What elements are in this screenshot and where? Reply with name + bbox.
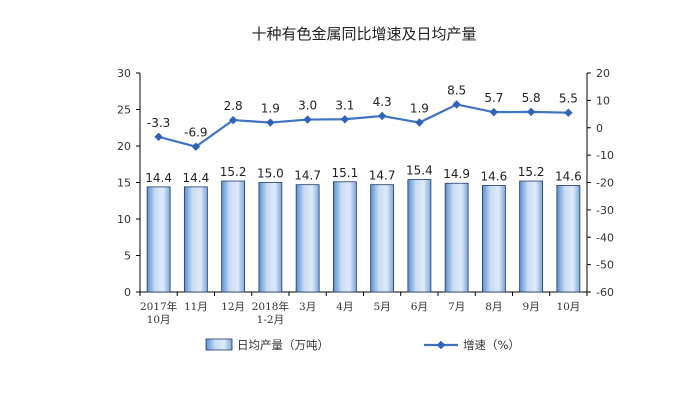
y-left-tick-label: 20 [117,140,131,153]
axes: 0 5 10 15 20 25 30 -60 -50 -40 -30 -20 -10 0 10 20 2017年… [117,67,614,326]
bar-value-label: 15.1 [332,166,359,180]
legend: 日均产量（万吨） 增速（%） [205,338,520,352]
line-value-label: 3.0 [298,99,317,113]
growth-line [158,103,569,148]
chart-title: 十种有色金属同比增速及日均产量 [251,25,476,43]
line-value-label: 3.1 [335,98,354,112]
bar [146,186,171,293]
y-left-tick-label: 15 [117,177,131,190]
bar-series [146,179,581,293]
bar [221,180,246,293]
x-tick-label: 7月 [448,301,465,313]
bar-value-label: 14.9 [443,167,470,181]
line-point-marker [377,111,387,121]
x-tick-label: 10月 [556,301,580,313]
line-value-label: -3.3 [147,116,170,130]
bar [444,182,469,293]
x-tick-label: 3月 [299,301,316,313]
legend-bar-label: 日均产量（万吨） [237,338,329,352]
line-series [154,100,573,151]
bar [332,181,357,293]
line-point-marker [415,118,424,127]
y-right-tick-label: 10 [596,94,610,107]
bar-value-label: 14.7 [294,169,321,183]
x-tick-label: 4月 [336,301,353,313]
bar [481,185,506,293]
line-value-label: 5.5 [559,92,578,106]
bar [556,185,581,293]
bar-value-label: 15.2 [518,165,545,179]
bar [258,182,283,293]
line-value-label: 1.9 [410,102,429,116]
line-point-marker [564,108,573,117]
x-tick-label: 8月 [485,301,502,313]
x-tick-label: 6月 [411,301,428,313]
x-tick-label: 12月 [221,301,245,313]
bar [370,184,395,293]
legend-bar-swatch [205,338,233,351]
y-right-tick-label: -30 [596,204,614,217]
line-point-marker [340,115,350,124]
line-value-label: 8.5 [447,83,466,97]
y-right-tick-label: -50 [596,259,614,272]
line-point-marker [266,118,275,127]
y-right-tick-label: -20 [596,177,614,190]
x-tick-label: 5月 [374,301,391,313]
bar-value-label: 15.4 [406,164,433,178]
line-point-marker [191,142,201,151]
y-left-tick-label: 30 [117,67,131,80]
y-left-tick-label: 10 [117,213,131,226]
line-point-marker [303,115,312,124]
line-value-label: 2.8 [224,99,243,113]
line-value-label: 5.7 [484,91,503,105]
bar-value-label: 15.0 [257,167,284,181]
x-tick-label: 11月 [184,301,208,313]
y-left-tick-label: 25 [117,104,131,117]
x-tick-label: 2017年 [140,300,177,313]
y-right-tick-label: -10 [596,149,614,162]
y-right-tick-label: 20 [596,67,610,80]
line-point-marker [526,107,536,117]
line-point-marker [452,100,461,109]
bar [519,180,544,293]
bar-value-label: 14.7 [369,169,396,183]
line-point-marker [489,107,499,117]
y-right-tick-label: -60 [596,286,614,299]
x-tick-label: 2018年 [252,300,289,313]
y-right-tick-label: -40 [596,231,614,244]
line-value-label: -6.9 [184,126,207,140]
bar [295,184,320,293]
line-value-label: 4.3 [373,95,392,109]
data-labels: 14.4 14.4 15.2 15.0 14.7 15.1 14.7 15.4 14.9 14.6… [145,83,581,184]
x-tick-label: 9月 [523,301,540,313]
bar-value-label: 14.6 [555,169,582,183]
line-point-marker [154,132,163,141]
line-value-label: 1.9 [261,102,280,116]
bar [407,179,432,293]
x-tick-label: 10月 [147,314,171,326]
bar-value-label: 14.4 [183,171,210,185]
bar-value-label: 15.2 [220,165,247,179]
legend-line-marker [436,340,446,350]
bar-value-label: 14.4 [145,171,172,185]
bar [183,186,208,293]
bar-value-label: 14.6 [481,169,508,183]
y-left-tick-label: 0 [124,286,131,299]
y-left-tick-label: 5 [124,250,131,263]
x-tick-label: 1-2月 [257,314,284,326]
legend-line-label: 增速（%） [463,338,520,352]
line-value-label: 5.8 [522,91,541,105]
line-point-marker [228,115,238,125]
y-right-tick-label: 0 [596,122,603,135]
